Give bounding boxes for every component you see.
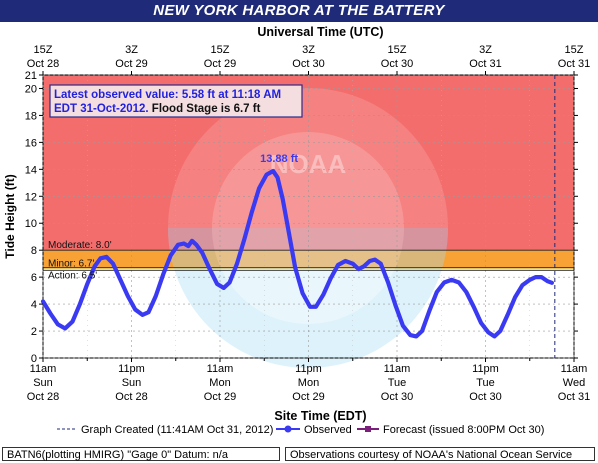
- legend-forecast-marker: [365, 426, 371, 432]
- bottom-tick-label-date: Oct 29: [292, 391, 324, 403]
- y-axis-label: Tide Height (ft): [3, 174, 17, 258]
- legend-observed-label: Observed: [304, 424, 352, 436]
- bottom-tick-label-time: 11am: [561, 363, 588, 375]
- svg-text:NOAA: NOAA: [270, 149, 347, 179]
- stage-label-action: Action: 6.5': [48, 270, 97, 281]
- bottom-tick-label-time: 11am: [384, 363, 411, 375]
- bottom-tick-label-date: Oct 30: [381, 391, 413, 403]
- latest-observation-line2: EDT 31-Oct-2012. Flood Stage is 6.7 ft: [54, 103, 261, 115]
- y-tick-label: 10: [25, 218, 37, 230]
- y-tick-label: 21: [25, 70, 37, 82]
- stage-label-minor: Minor: 6.7': [48, 259, 94, 270]
- top-tick-label-time: 3Z: [125, 44, 138, 56]
- top-tick-label-time: 15Z: [34, 44, 53, 56]
- legend-forecast-label: Forecast (issued 8:00PM Oct 30): [383, 424, 544, 436]
- latest-observation-line1: Latest observed value: 5.58 ft at 11:18 …: [54, 89, 281, 101]
- flood-band-minor: [43, 250, 574, 268]
- y-tick-label: 20: [25, 83, 37, 95]
- top-tick-label-date: Oct 30: [381, 58, 413, 70]
- bottom-tick-label-time: 11pm: [295, 363, 322, 375]
- bottom-tick-label-time: 11am: [207, 363, 234, 375]
- top-tick-label-time: 3Z: [302, 44, 315, 56]
- data-credit: Observations courtesy of NOAA's National…: [285, 447, 595, 461]
- y-tick-label: 12: [25, 191, 37, 203]
- y-tick-label: 18: [25, 110, 37, 122]
- station-info: BATN6(plotting HMIRG) "Gage 0" Datum: n/…: [2, 447, 280, 461]
- bottom-tick-label-date: Oct 31: [558, 391, 590, 403]
- y-tick-label: 6: [31, 272, 37, 284]
- bottom-tick-label-date: Oct 30: [469, 391, 501, 403]
- legend-observed-marker: [284, 425, 292, 433]
- bottom-tick-label-time: 11pm: [472, 363, 499, 375]
- bottom-tick-label-day: Wed: [563, 377, 585, 389]
- peak-label: 13.88 ft: [260, 153, 298, 165]
- top-tick-label-time: 15Z: [211, 44, 230, 56]
- top-tick-label-date: Oct 31: [469, 58, 501, 70]
- flood-band-action: [43, 267, 574, 271]
- stage-label-moderate: Moderate: 8.0': [48, 240, 112, 251]
- top-axis-label: Universal Time (UTC): [257, 25, 383, 39]
- bottom-tick-label-day: Sun: [122, 377, 142, 389]
- y-tick-label: 16: [25, 137, 37, 149]
- y-tick-label: 2: [31, 326, 37, 338]
- bottom-tick-label-day: Mon: [298, 377, 319, 389]
- y-tick-label: 0: [31, 353, 37, 365]
- bottom-tick-label-day: Sun: [33, 377, 53, 389]
- top-tick-label-date: Oct 28: [27, 58, 59, 70]
- bottom-tick-label-day: Mon: [209, 377, 230, 389]
- bottom-tick-label-date: Oct 29: [204, 391, 236, 403]
- top-tick-label-date: Oct 29: [204, 58, 236, 70]
- top-tick-label-time: 3Z: [479, 44, 492, 56]
- bottom-tick-label-day: Tue: [476, 377, 495, 389]
- bottom-tick-label-date: Oct 28: [27, 391, 59, 403]
- bottom-tick-label-day: Tue: [388, 377, 407, 389]
- y-tick-label: 14: [25, 164, 37, 176]
- noaa-watermark: NOAA: [168, 88, 448, 368]
- bottom-tick-label-time: 11pm: [118, 363, 145, 375]
- latest-observation-box: [49, 84, 303, 118]
- bottom-tick-label-time: 11am: [30, 363, 57, 375]
- observed-series-line: [40, 168, 555, 339]
- legend-graph-created-label: Graph Created (11:41AM Oct 31, 2012): [81, 424, 273, 436]
- top-tick-label-date: Oct 31: [558, 58, 590, 70]
- page-title: NEW YORK HARBOR AT THE BATTERY: [0, 0, 598, 22]
- x-axis-label: Site Time (EDT): [274, 409, 366, 423]
- bottom-tick-label-date: Oct 28: [115, 391, 147, 403]
- top-tick-label-date: Oct 30: [292, 58, 324, 70]
- top-tick-label-date: Oct 29: [115, 58, 147, 70]
- top-tick-label-time: 15Z: [388, 44, 407, 56]
- y-tick-label: 4: [31, 299, 37, 311]
- y-tick-label: 8: [31, 245, 37, 257]
- top-tick-label-time: 15Z: [565, 44, 584, 56]
